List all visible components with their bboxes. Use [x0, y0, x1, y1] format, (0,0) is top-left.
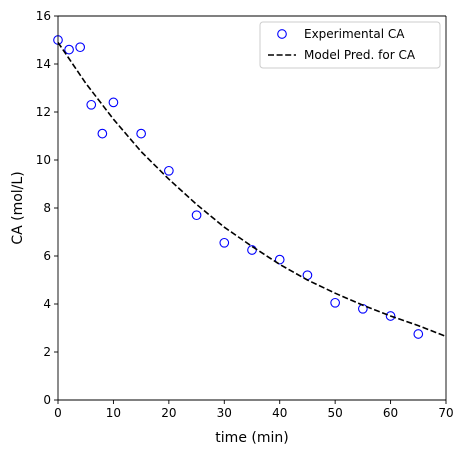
legend-marker-swatch: [277, 29, 287, 39]
axes: 0 10 20 30 40 50 60 70 0 2 4 6 8 10 12 14 16 time (min) CA…: [10, 9, 454, 446]
x-tick-label: 70: [438, 406, 453, 420]
x-tick-label: 10: [106, 406, 121, 420]
y-tick-label: 16: [36, 9, 51, 23]
series-line-model-prediction: [57, 41, 447, 338]
data-point-experimental: [274, 254, 285, 265]
y-tick-label: 10: [36, 153, 51, 167]
y-tick-label: 4: [43, 297, 51, 311]
data-point-experimental: [97, 128, 108, 139]
y-tick-label: 8: [43, 201, 51, 215]
x-tick-label: 0: [54, 406, 62, 420]
y-tick-label: 12: [36, 105, 51, 119]
data-point-experimental: [64, 44, 74, 55]
legend-label: Model Pred. for CA: [304, 48, 416, 62]
data-point-experimental: [330, 297, 340, 308]
plot-area: [53, 35, 447, 339]
data-point-experimental: [75, 42, 86, 53]
x-axis-label: time (min): [215, 430, 288, 446]
x-tick-label: 30: [217, 406, 232, 420]
data-point-experimental: [86, 99, 97, 110]
data-point-experimental: [219, 237, 230, 248]
x-tick-label: 40: [272, 406, 287, 420]
y-tick-label: 2: [43, 345, 51, 359]
data-point-experimental: [413, 329, 424, 339]
y-tick-label: 0: [43, 393, 51, 407]
x-tick-label: 60: [383, 406, 398, 420]
legend-box: [259, 21, 441, 69]
y-axis-label: CA (mol/L): [10, 171, 26, 244]
y-tick-label: 6: [43, 249, 51, 263]
data-point-experimental: [136, 128, 146, 139]
data-point-experimental: [385, 311, 396, 321]
x-tick-label: 50: [328, 406, 343, 420]
y-tick-label: 14: [36, 57, 51, 71]
x-tick-label: 20: [161, 406, 176, 420]
data-point-experimental: [164, 165, 174, 176]
legend-label: Experimental CA: [304, 27, 405, 41]
data-point-experimental: [191, 210, 202, 221]
legend: Experimental CA Model Pred. for CA: [259, 21, 441, 69]
data-point-experimental: [108, 97, 119, 108]
